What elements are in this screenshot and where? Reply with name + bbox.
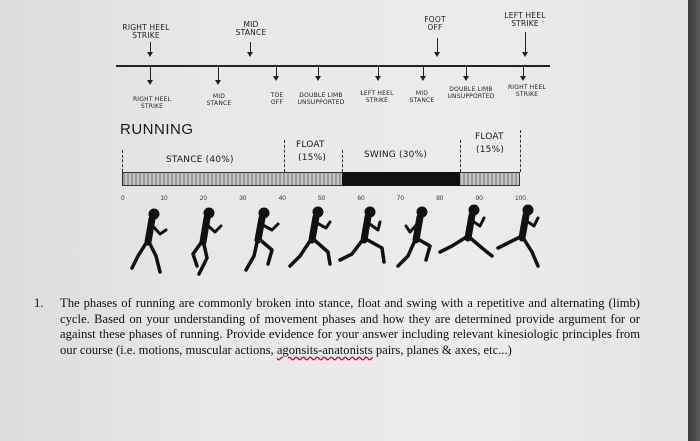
arrow-down-icon: [215, 80, 221, 85]
mid-tick: [276, 67, 277, 77]
runner-figure: [438, 204, 494, 258]
axis-tick-label: 100: [515, 195, 526, 202]
phase-stance-label: STANCE (40%): [166, 155, 234, 165]
gait-cycle-bar: [122, 172, 520, 186]
runner-figure: [338, 206, 386, 264]
arrow-down-icon: [273, 76, 279, 81]
runner-figure: [191, 207, 223, 276]
top-label-foot-off: FOOT OFF: [424, 15, 446, 32]
swing-phase-bar: [342, 172, 460, 186]
axis-tick-label: 30: [239, 195, 247, 202]
runner-figure: [288, 206, 332, 268]
arrow-down-icon: [434, 52, 440, 57]
misspelled-word: agonsits-anatonists: [276, 342, 373, 357]
axis-tick-label: 70: [396, 195, 405, 202]
arrow-down-icon: [463, 76, 469, 81]
top-tick: [525, 32, 526, 54]
mid-tick: [218, 67, 219, 81]
timeline-line: [116, 65, 550, 67]
mid-label-double-limb-unsupported: DOUBLE LIMB UNSUPPORTED: [297, 92, 345, 106]
axis-tick-label: 0: [121, 195, 125, 202]
axis-tick-label: 40: [278, 195, 286, 202]
phase-divider: [342, 150, 343, 172]
top-tick: [437, 38, 438, 54]
runner-figure: [244, 207, 280, 272]
phase-float2-pct: (15%): [476, 145, 505, 155]
arrow-down-icon: [375, 76, 381, 81]
axis-tick-label: 60: [357, 195, 365, 202]
axis-tick-label: 80: [436, 195, 444, 202]
arrow-down-icon: [520, 76, 526, 81]
arrow-down-icon: [147, 80, 153, 85]
mid-label-toe-off: TOE OFF: [270, 92, 284, 106]
top-label-left-heel-strike: LEFT HEEL STRIKE: [504, 11, 546, 28]
arrow-down-icon: [420, 76, 426, 81]
question-number: 1.: [34, 296, 44, 310]
runner-figure: [496, 204, 540, 268]
mid-tick: [150, 67, 151, 81]
arrow-down-icon: [522, 52, 528, 57]
top-tick: [150, 42, 151, 54]
top-tick: [250, 42, 251, 54]
mid-tick: [318, 67, 319, 77]
axis-tick-label: 50: [318, 195, 326, 202]
screen-edge: [688, 0, 700, 441]
phase-float2-label: FLOAT: [475, 132, 504, 142]
phase-divider: [284, 140, 285, 172]
question-text-part: pairs, planes & axes, etc...): [372, 342, 512, 357]
phase-divider: [520, 130, 521, 172]
question-text: The phases of running are commonly broke…: [60, 296, 640, 358]
arrow-down-icon: [247, 52, 253, 57]
arrow-down-icon: [147, 52, 153, 57]
phase-divider: [460, 140, 461, 172]
top-label-mid-stance: MID STANCE: [235, 20, 267, 37]
mid-label-right-heel-strike-2: RIGHT HEEL STRIKE: [507, 84, 547, 98]
mid-tick: [466, 67, 467, 77]
mid-label-mid-stance-2: MID STANCE: [409, 90, 435, 104]
runner-figure: [130, 208, 168, 274]
arrow-down-icon: [315, 76, 321, 81]
mid-tick: [423, 67, 424, 77]
phase-float-label: FLOAT: [296, 140, 325, 150]
axis-tick-label: 20: [199, 195, 208, 202]
mid-label-right-heel-strike: RIGHT HEEL STRIKE: [132, 96, 172, 110]
top-label-right-heel-strike: RIGHT HEEL STRIKE: [122, 23, 170, 40]
mid-tick: [378, 67, 379, 77]
runner-sequence: [130, 204, 540, 276]
diagram-title: RUNNING: [120, 121, 194, 138]
phase-swing-label: SWING (30%): [364, 150, 428, 160]
mid-label-double-limb-unsupported-2: DOUBLE LIMB UNSUPPORTED: [447, 86, 495, 100]
mid-label-mid-stance: MID STANCE: [206, 93, 232, 107]
phase-float-pct: (15%): [298, 153, 327, 163]
mid-tick: [523, 67, 524, 77]
axis-tick-label: 90: [475, 195, 483, 202]
axis-tick-label: 10: [160, 195, 168, 202]
phase-divider: [122, 150, 123, 172]
runner-figure: [396, 206, 432, 268]
mid-label-left-heel-strike: LEFT HEEL STRIKE: [360, 90, 394, 104]
question-text-part: The phases of running are commonly broke…: [60, 296, 640, 357]
